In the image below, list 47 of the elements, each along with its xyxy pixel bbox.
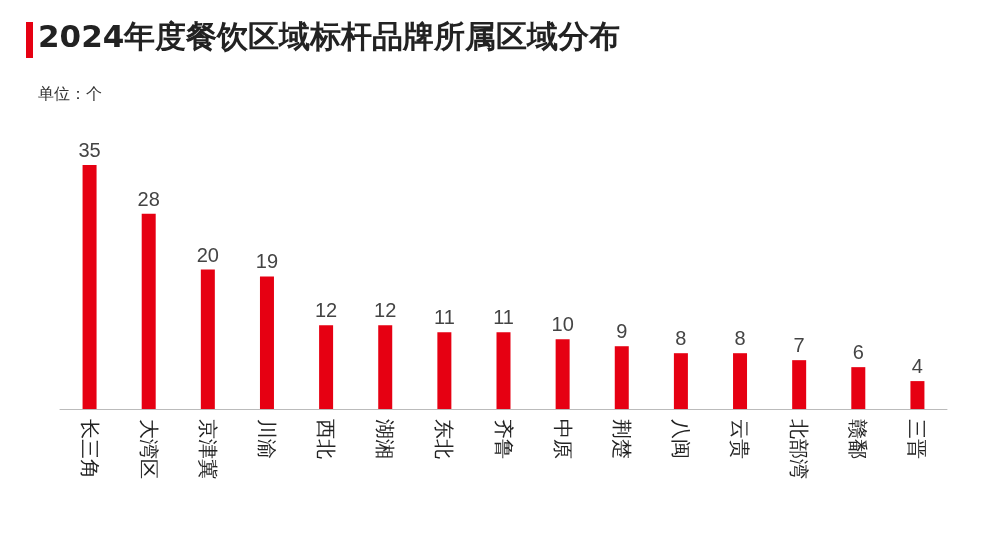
x-tick-label: 三晋 [906, 419, 929, 459]
bar [259, 276, 274, 409]
x-tick-label: 大湾区 [137, 419, 160, 479]
data-label: 7 [793, 334, 805, 357]
bar [555, 339, 570, 409]
x-tick-label: 八闽 [669, 419, 692, 459]
data-label: 20 [196, 243, 219, 266]
bar [200, 269, 215, 409]
x-tick-label: 荆楚 [610, 419, 633, 459]
x-tick-label: 京津冀 [196, 419, 219, 479]
x-tick-label: 西北 [315, 419, 338, 459]
bar [673, 353, 688, 409]
bar [614, 346, 629, 409]
data-label: 11 [433, 306, 455, 329]
data-label: 4 [911, 355, 923, 378]
bar [319, 325, 334, 409]
text: 单位：个 [38, 84, 102, 105]
data-label: 8 [734, 327, 746, 350]
x-tick-label: 湖湘 [374, 419, 397, 459]
data-label: 11 [493, 306, 514, 329]
bar [141, 213, 156, 409]
data-label: 28 [137, 187, 160, 210]
x-tick-label: 川渝 [255, 419, 278, 459]
data-label: 12 [374, 299, 397, 322]
data-label: 10 [551, 313, 574, 336]
bar [851, 367, 866, 409]
x-tick-label: 云贵 [729, 419, 752, 459]
data-label: 9 [616, 320, 628, 343]
x-tick-label: 赣鄱 [847, 419, 870, 459]
bar [792, 360, 807, 409]
data-label: 19 [255, 250, 279, 273]
chart-title: 2024年度餐饮区域标杆品牌所属区域分布 [38, 17, 621, 56]
bar [378, 325, 393, 409]
x-tick-label: 中原 [551, 419, 574, 459]
data-label: 12 [314, 299, 338, 322]
data-label: 6 [852, 341, 864, 364]
data-label: 8 [675, 327, 687, 350]
bar [496, 332, 511, 409]
data-label: 35 [78, 138, 101, 161]
x-tick-label: 长三角 [78, 419, 101, 479]
bar [910, 381, 925, 409]
x-tick-label: 北部湾 [788, 419, 811, 479]
bar [733, 353, 748, 409]
bar [437, 332, 452, 409]
bar [82, 164, 97, 409]
x-tick-label: 齐鲁 [492, 419, 515, 459]
x-tick-label: 东北 [433, 419, 456, 459]
